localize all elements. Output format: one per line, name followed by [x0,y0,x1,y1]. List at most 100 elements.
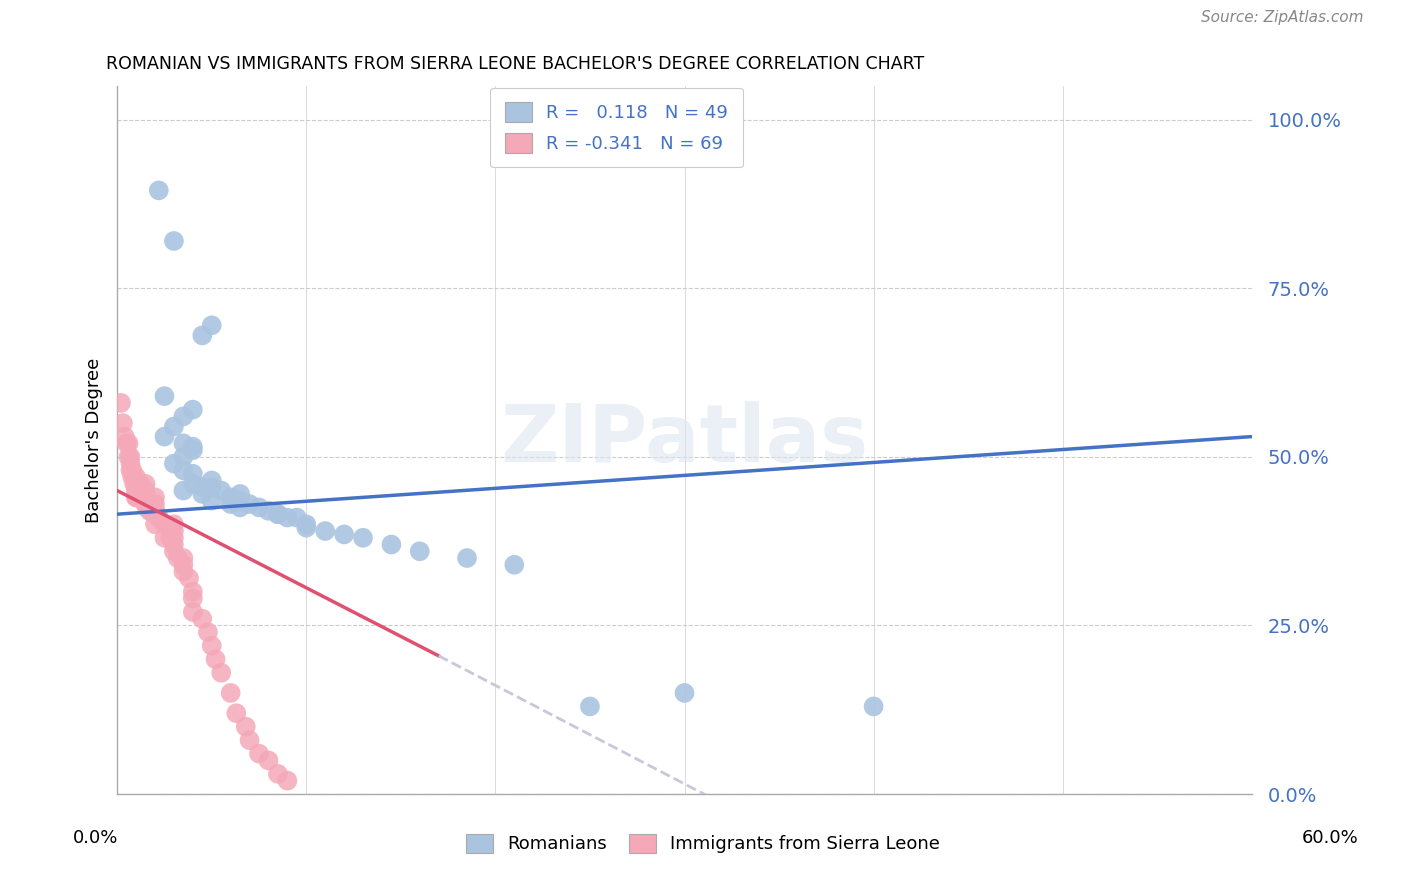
Y-axis label: Bachelor's Degree: Bachelor's Degree [86,358,103,523]
Point [172,551,194,566]
Point [128,483,150,498]
Point [285,510,308,524]
Point [219,686,242,700]
Point [125,470,148,484]
Point [181,467,204,481]
Point [125,483,148,498]
Point [117,450,139,464]
Text: ZIPatlas: ZIPatlas [501,401,869,479]
Point [128,476,150,491]
Point [219,497,242,511]
Point [135,497,157,511]
Point [229,487,252,501]
Point [247,747,270,761]
Point [117,436,139,450]
Point [143,504,166,518]
Point [257,753,280,767]
Point [125,491,148,505]
Point [201,480,224,494]
Point [201,318,224,333]
Point [163,517,186,532]
Point [163,531,186,545]
Point [579,699,602,714]
Point [172,483,194,498]
Point [163,537,186,551]
Point [219,491,242,505]
Point [114,429,136,443]
Point [148,510,170,524]
Point [172,558,194,572]
Point [111,416,134,430]
Text: ROMANIAN VS IMMIGRANTS FROM SIERRA LEONE BACHELOR'S DEGREE CORRELATION CHART: ROMANIAN VS IMMIGRANTS FROM SIERRA LEONE… [105,55,924,73]
Point [115,436,138,450]
Point [276,510,298,524]
Point [181,584,204,599]
Point [238,733,260,747]
Point [138,504,160,518]
Point [225,706,247,721]
Point [267,507,290,521]
Point [121,463,143,477]
Point [201,639,224,653]
Legend: Romanians, Immigrants from Sierra Leone: Romanians, Immigrants from Sierra Leone [458,826,948,861]
Point [141,497,163,511]
Point [172,450,194,464]
Point [121,470,143,484]
Text: 60.0%: 60.0% [1302,829,1358,847]
Point [135,497,157,511]
Point [135,491,157,505]
Point [197,625,219,640]
Point [267,507,290,521]
Point [181,605,204,619]
Point [181,443,204,458]
Point [191,480,214,494]
Point [172,409,194,424]
Point [177,571,200,585]
Point [204,652,226,666]
Point [201,474,224,488]
Point [153,517,176,532]
Point [153,389,176,403]
Point [135,476,157,491]
Point [120,463,142,477]
Point [181,476,204,491]
Point [862,699,884,714]
Point [143,517,166,532]
Point [120,450,142,464]
Point [153,517,176,532]
Text: 0.0%: 0.0% [73,829,118,847]
Point [409,544,432,558]
Point [131,483,153,498]
Point [209,483,232,498]
Point [163,524,186,538]
Point [135,491,157,505]
Text: Source: ZipAtlas.com: Source: ZipAtlas.com [1201,11,1364,25]
Point [181,402,204,417]
Point [380,537,402,551]
Point [191,612,214,626]
Point [131,491,153,505]
Point [163,419,186,434]
Point [163,544,186,558]
Point [148,183,170,197]
Point [503,558,526,572]
Point [191,487,214,501]
Point [122,476,145,491]
Point [143,491,166,505]
Point [295,521,318,535]
Point [172,565,194,579]
Point [122,470,145,484]
Point [181,591,204,606]
Point [159,531,181,545]
Point [166,551,188,566]
Point [181,440,204,454]
Point [143,504,166,518]
Point [295,517,318,532]
Point [153,429,176,443]
Point [172,436,194,450]
Point [333,527,356,541]
Point [276,773,298,788]
Point [153,531,176,545]
Point [352,531,374,545]
Point [135,483,157,498]
